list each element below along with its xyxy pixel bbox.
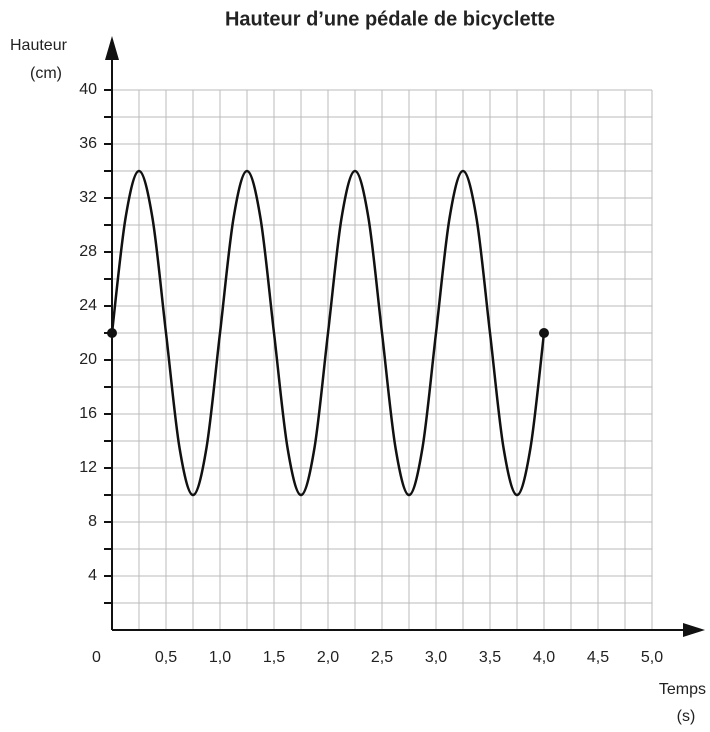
y-tick-label: 36 <box>79 135 97 152</box>
y-tick-label: 40 <box>79 81 97 98</box>
x-tick-label: 1,0 <box>209 649 231 666</box>
y-tick-label: 28 <box>79 243 97 260</box>
y-tick-label: 20 <box>79 351 97 368</box>
x-tick-label: 0 <box>92 649 101 666</box>
y-tick-label: 4 <box>88 567 97 584</box>
y-axis-label: Hauteur <box>10 37 68 54</box>
y-tick-label: 16 <box>79 405 97 422</box>
x-tick-label: 3,5 <box>479 649 501 666</box>
x-axis-arrow <box>683 623 705 637</box>
x-tick-label: 4,5 <box>587 649 609 666</box>
y-tick-label: 24 <box>79 297 97 314</box>
x-axis-label: Temps <box>659 681 706 698</box>
y-tick-label: 8 <box>88 513 97 530</box>
x-tick-label: 2,0 <box>317 649 339 666</box>
line-series <box>110 169 546 497</box>
y-tick-label: 12 <box>79 459 97 476</box>
chart-title: Hauteur d’une pédale de bicyclette <box>225 8 555 30</box>
endpoint-marker <box>539 328 549 338</box>
y-axis-arrow <box>105 36 119 60</box>
y-tick-label: 32 <box>79 189 97 206</box>
endpoint-marker <box>107 328 117 338</box>
x-axis-label: (s) <box>677 708 696 725</box>
y-axis-label: (cm) <box>30 65 62 82</box>
x-tick-label: 3,0 <box>425 649 447 666</box>
x-tick-label: 5,0 <box>641 649 663 666</box>
x-tick-label: 4,0 <box>533 649 555 666</box>
x-tick-label: 2,5 <box>371 649 393 666</box>
x-tick-label: 1,5 <box>263 649 285 666</box>
x-tick-label: 0,5 <box>155 649 177 666</box>
